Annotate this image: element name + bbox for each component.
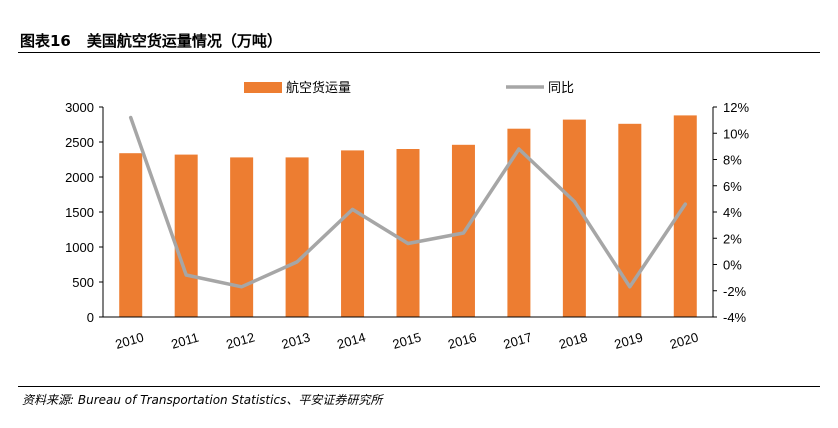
bar-2013 (285, 157, 309, 317)
right-axis-tick-label: -4% (723, 310, 747, 325)
legend-label-line: 同比 (548, 81, 574, 96)
figure-title: 美国航空货运量情况（万吨） (86, 32, 282, 50)
right-axis-tick-label: 12% (723, 100, 749, 115)
bar-2014 (341, 150, 365, 317)
chart-canvas: 0 500 1000 1500 2000 2500 3000 -4% -2% 0% 2% 4% 6% 8%… (65, 80, 749, 352)
x-axis-label-2016: 2016 (446, 329, 478, 351)
x-axis-label-2015: 2015 (391, 329, 423, 351)
left-axis-tick-label: 2500 (65, 135, 94, 150)
x-axis-label-2019: 2019 (613, 329, 645, 351)
left-axis-tick-label: 500 (72, 275, 94, 290)
right-axis-tick-label: 4% (723, 205, 742, 220)
left-axis-tick-label: 1500 (65, 205, 94, 220)
bar-2018 (562, 119, 586, 317)
x-axis-label-2013: 2013 (280, 329, 312, 351)
right-axis-tick-label: 10% (723, 126, 749, 141)
left-axis-tick-label: 3000 (65, 100, 94, 115)
figure-title-row: 图表16 美国航空货运量情况（万吨） (20, 30, 282, 51)
figure-number: 图表16 (20, 32, 71, 50)
bar-2017 (507, 128, 531, 317)
bar-2020 (673, 115, 697, 318)
bar-2010 (119, 153, 143, 317)
left-axis-tick-label: 1000 (65, 240, 94, 255)
x-axis-label-2012: 2012 (224, 329, 256, 351)
legend-swatch-bar (244, 82, 282, 93)
right-axis-tick-label: -2% (723, 284, 747, 299)
x-axis-label-2017: 2017 (502, 329, 534, 351)
legend-label-bar: 航空货运量 (286, 80, 351, 96)
right-axis-tick-label: 6% (723, 179, 742, 194)
left-axis-tick-label: 2000 (65, 170, 94, 185)
x-axis-label-2011: 2011 (169, 330, 200, 352)
x-axis-label-2010: 2010 (114, 329, 146, 351)
source-note: 资料来源: Bureau of Transportation Statistic… (22, 393, 383, 407)
x-axis-label-2014: 2014 (335, 329, 367, 351)
right-axis-tick-label: 0% (723, 258, 742, 273)
bar-2011 (174, 154, 198, 317)
bar-2019 (618, 123, 642, 317)
right-axis-tick-label: 8% (723, 153, 742, 168)
x-axis-label-2018: 2018 (557, 329, 589, 351)
footer-divider (18, 386, 820, 387)
header-divider (18, 52, 820, 53)
right-axis-tick-label: 2% (723, 231, 742, 246)
figure-header: 图表16 美国航空货运量情况（万吨） (0, 0, 838, 56)
bar-2012 (230, 157, 254, 317)
left-axis-tick-label: 0 (87, 310, 94, 325)
bar-2015 (396, 149, 420, 317)
x-axis-label-2020: 2020 (668, 329, 700, 351)
